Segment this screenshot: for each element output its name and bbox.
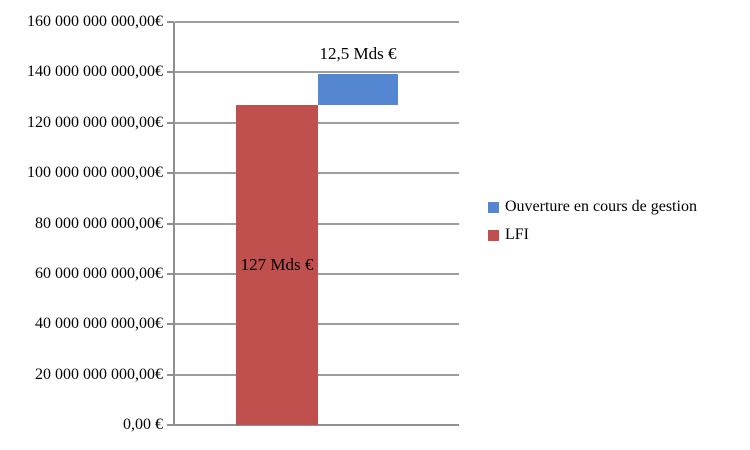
legend-swatch-lfi-icon	[488, 229, 499, 241]
y-axis-label: 20 000 000 000,00€	[35, 366, 163, 383]
gridline	[175, 21, 459, 23]
y-axis-tick	[167, 223, 174, 225]
y-axis-label: 60 000 000 000,00€	[35, 265, 163, 282]
legend-label-ouverture: Ouverture en cours de gestion	[505, 198, 697, 215]
bar-lfi	[236, 105, 318, 425]
y-axis-label: 100 000 000 000,00€	[27, 164, 163, 181]
legend-item-ouverture: Ouverture en cours de gestion	[488, 197, 697, 217]
y-axis-label: 40 000 000 000,00€	[35, 315, 163, 332]
bar-ouverture-en-cours-de-gestion	[318, 74, 398, 105]
data-label-lfi: 127 Mds €	[240, 255, 314, 274]
data-label-ouverture-en-cours-de-gestion: 12,5 Mds €	[319, 44, 397, 63]
y-axis-label: 0,00 €	[123, 416, 163, 433]
y-axis-label: 140 000 000 000,00€	[27, 63, 163, 80]
y-axis-tick	[167, 323, 174, 325]
x-axis-line	[167, 424, 459, 426]
legend-swatch-ouverture-icon	[488, 201, 499, 213]
y-axis-label: 80 000 000 000,00€	[35, 215, 163, 232]
legend-item-lfi: LFI	[488, 225, 697, 245]
y-axis-tick	[167, 122, 174, 124]
y-axis-tick	[167, 21, 174, 23]
y-axis-label: 160 000 000 000,00€	[27, 13, 163, 30]
y-axis-tick	[167, 273, 174, 275]
legend-label-lfi: LFI	[505, 226, 529, 243]
y-axis-tick	[167, 374, 174, 376]
y-axis-tick	[167, 71, 174, 73]
legend: Ouverture en cours de gestion LFI	[488, 197, 697, 253]
gridline	[175, 71, 459, 73]
y-axis-tick	[167, 172, 174, 174]
y-axis-line	[173, 22, 175, 426]
y-axis-label: 120 000 000 000,00€	[27, 114, 163, 131]
